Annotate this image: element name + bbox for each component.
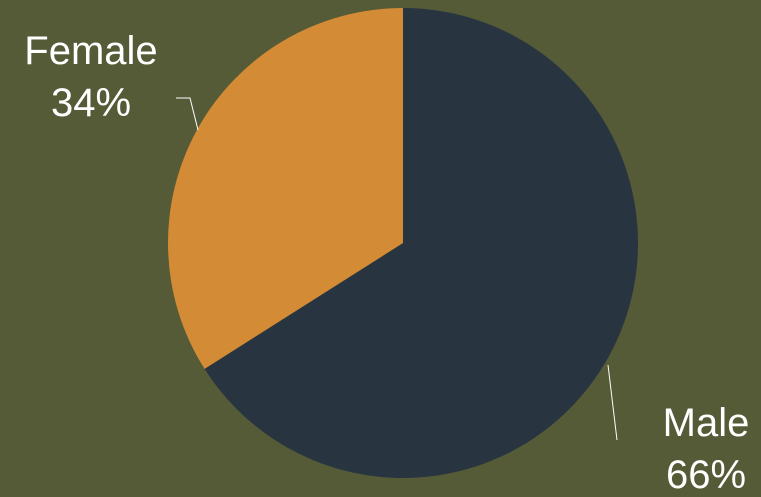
leader-line-male xyxy=(607,364,618,441)
leader-lines xyxy=(176,97,618,441)
slice-label-value-male: 66% xyxy=(666,453,746,497)
slice-label-name-male: Male xyxy=(663,401,750,445)
slice-label-value-female: 34% xyxy=(51,81,131,125)
pie-slice-female xyxy=(167,8,403,369)
slice-labels: Male 66% Female 34% xyxy=(24,29,749,497)
pie-slice-male xyxy=(204,8,638,478)
leader-line-female xyxy=(176,97,199,131)
pie-slices xyxy=(167,8,638,478)
slice-label-name-female: Female xyxy=(24,29,157,73)
